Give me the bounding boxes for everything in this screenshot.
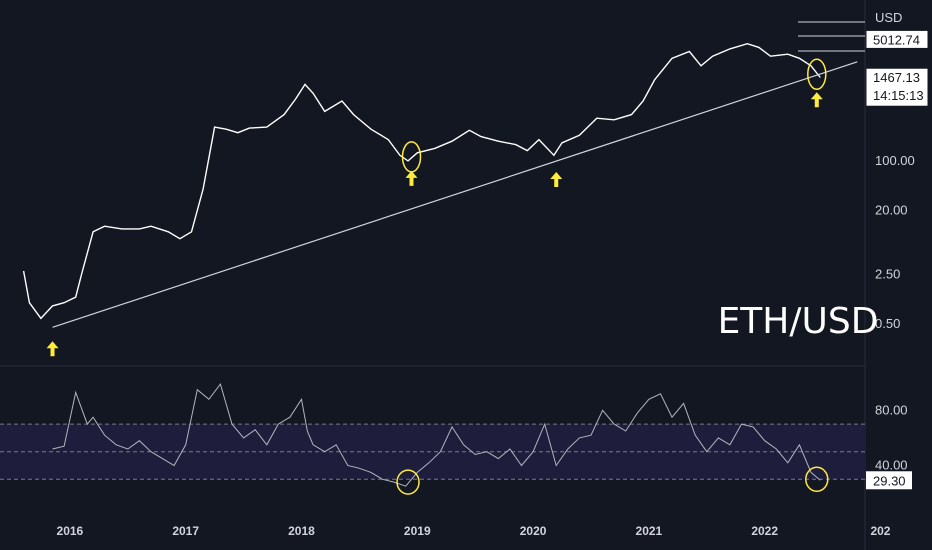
price-axis-tick: 20.00	[875, 202, 908, 217]
price-tag	[865, 67, 929, 107]
rsi-highlight-circle	[396, 469, 420, 495]
support-arrow-icon	[405, 170, 418, 186]
price-tag-value: 1467.13	[873, 70, 920, 85]
rsi-axis-tick: 40.00	[875, 458, 908, 473]
price-tag	[865, 29, 929, 49]
rsi-current-tag	[866, 471, 912, 490]
rsi-series-line	[52, 383, 821, 487]
x-axis-year-label: 2018	[288, 524, 315, 538]
x-axis-year-label: 2017	[172, 524, 199, 538]
x-axis-year-label: 202	[870, 524, 890, 538]
rsi-band	[0, 424, 865, 480]
price-axis-tick: 0.50	[875, 316, 900, 331]
rsi-current-value: 29.30	[873, 473, 906, 488]
symbol-label: ETH/USD	[718, 301, 879, 342]
support-arrow-icon	[550, 171, 563, 187]
x-axis-year-label: 2021	[636, 524, 663, 538]
price-tag-time: 14:15:13	[873, 88, 924, 103]
price-axis-tick: 100.00	[875, 153, 915, 168]
rsi-axis-tick: 80.00	[875, 402, 908, 417]
currency-label: USD	[875, 10, 902, 25]
support-arrow-icon	[810, 92, 823, 108]
price-series-line	[22, 42, 821, 320]
support-circle	[807, 58, 827, 90]
x-axis-year-label: 2019	[404, 524, 431, 538]
x-axis-year-label: 2022	[751, 524, 778, 538]
price-axis-tick: 2.50	[875, 266, 900, 281]
price-tag-value: 5012.74	[873, 32, 920, 47]
x-axis-year-label: 2016	[57, 524, 84, 538]
x-axis-year-label: 2020	[520, 524, 547, 538]
support-trendline	[52, 61, 858, 328]
rsi-highlight-circle	[805, 466, 829, 493]
support-arrow-icon	[46, 341, 59, 357]
